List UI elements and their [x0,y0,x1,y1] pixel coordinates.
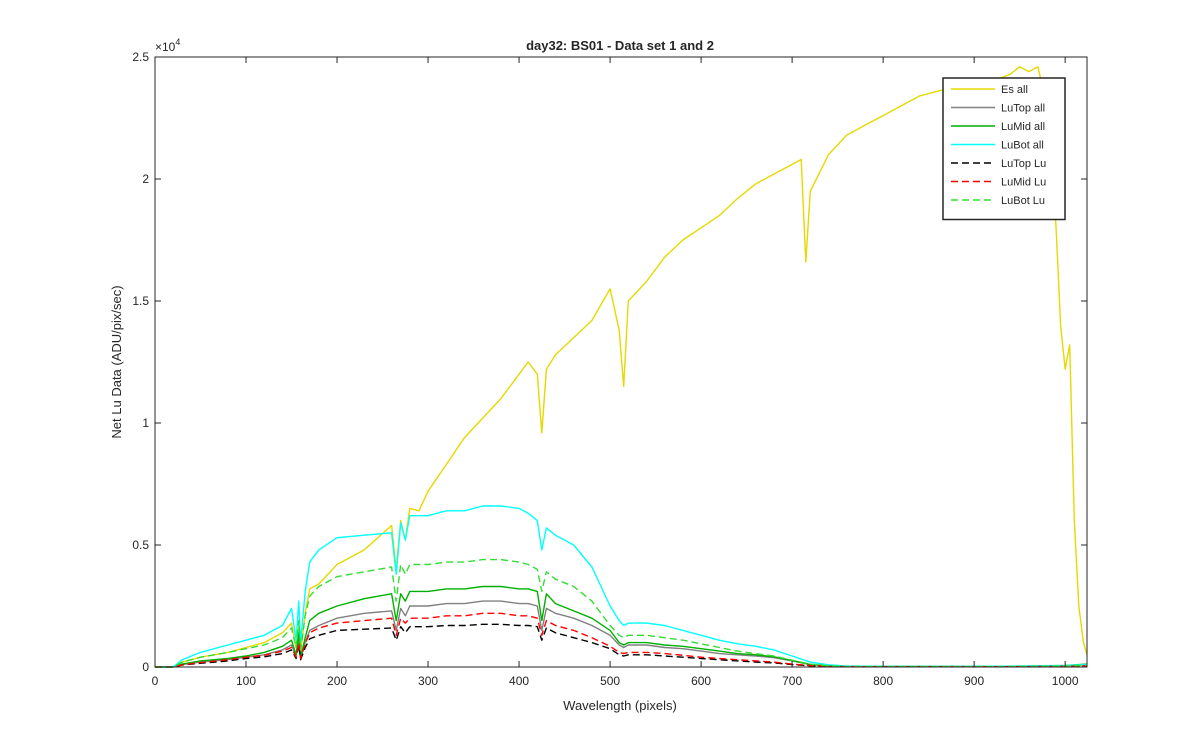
series-line-6 [155,558,1088,668]
x-tick-label: 1000 [1052,674,1079,688]
x-tick-label: 200 [327,674,347,688]
series-layer [155,66,1088,668]
legend: Es all LuTop all LuMid all LuBot all LuTop L… [942,77,1066,221]
series-line-2 [155,585,1088,668]
series-line-0 [155,66,1088,668]
series-line-3 [155,505,1088,668]
x-tick-label: 500 [600,674,620,688]
y-tick-label: 2.5 [132,50,149,64]
legend-label-3: LuBot all [1001,140,1044,152]
chart-title: day32: BS01 - Data set 1 and 2 [526,38,714,53]
x-tick-label: 400 [509,674,529,688]
y-tick-label: 2 [142,172,149,186]
plot-background [155,57,1087,667]
legend-label-5: LuMid Lu [1001,177,1046,189]
x-tick-label: 0 [152,674,159,688]
series-line-4 [155,623,1088,668]
x-tick-label: 800 [873,674,893,688]
legend-label-6: LuBot Lu [1001,195,1045,207]
legend-box [942,77,1066,221]
x-tick-label: 700 [782,674,802,688]
axes-layer: 0 100 200 300 400 500 600 700 800 900 1000 0 0.5 1 1.5… [132,50,1088,688]
y-tick-label: 1.5 [132,294,149,308]
axes-box [154,56,1088,668]
plot-area [155,57,1087,667]
legend-label-4: LuTop Lu [1001,158,1046,170]
x-tick-label: 100 [236,674,256,688]
x-axis-label: Wavelength (pixels) [563,698,677,713]
x-tick-label: 900 [964,674,984,688]
x-tick-label: 600 [691,674,711,688]
x-tick-label: 300 [418,674,438,688]
y-tick-label: 1 [142,416,149,430]
y-exponent-label: ×104 [155,37,180,54]
y-axis-label: Net Lu Data (ADU/pix/sec) [109,285,124,438]
legend-label-1: LuTop all [1001,103,1045,115]
legend-label-0: Es all [1001,84,1028,96]
y-tick-label: 0 [142,660,149,674]
y-tick-label: 0.5 [132,538,149,552]
legend-label-2: LuMid all [1001,121,1045,133]
series-line-5 [155,612,1088,668]
